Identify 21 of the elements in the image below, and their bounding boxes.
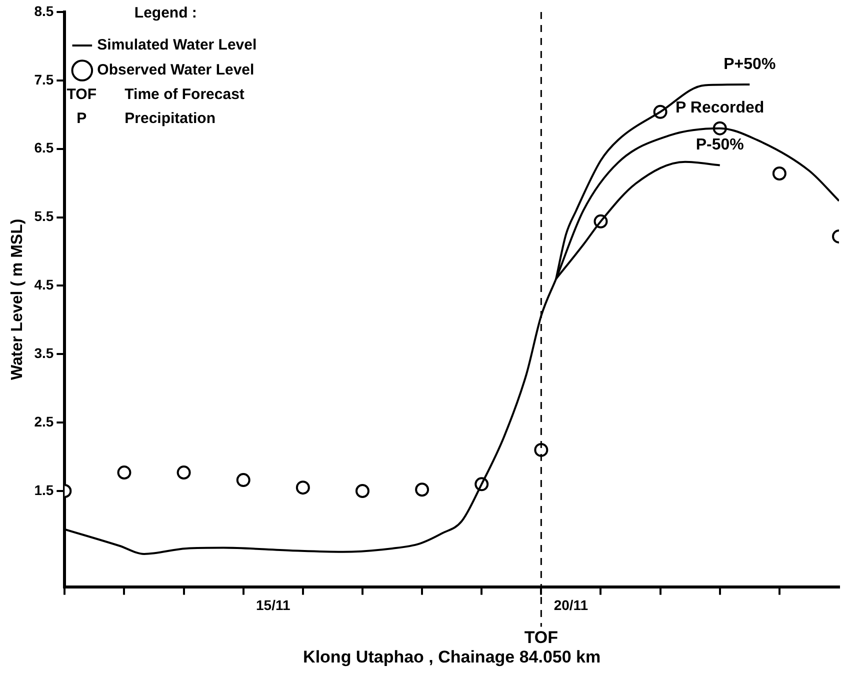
y-tick-label: 3.5 [34, 345, 54, 361]
legend-title: Legend : [134, 4, 197, 22]
text: P Precipitation [76, 110, 216, 126]
y-tick-label: 2.5 [34, 413, 54, 430]
annotation: P Recorded [676, 100, 764, 117]
annotation: P-50% [696, 136, 744, 154]
y-tick-label: 5.5 [34, 208, 54, 224]
legend-label: Simulated Water Level [97, 36, 257, 54]
ref-line-label: TOF [524, 628, 558, 647]
legend-label: Observed Water Level [97, 62, 254, 79]
x-tick-label: 15/11 [256, 597, 290, 614]
y-tick-label: 4.5 [34, 276, 54, 293]
text: TOF Time of Forecast [66, 86, 244, 102]
annotation: P+50% [724, 56, 776, 73]
y-axis-title: Water Level ( m MSL) [9, 218, 26, 380]
x-axis-title: Klong Utaphao , Chainage 84.050 km [303, 647, 601, 666]
y-tick-label: 8.5 [34, 2, 54, 19]
y-tick-label: 7.5 [34, 71, 54, 88]
y-tick-label: 1.5 [34, 482, 54, 498]
y-tick-label: 6.5 [34, 140, 54, 156]
x-tick-label: 20/11 [554, 597, 588, 614]
